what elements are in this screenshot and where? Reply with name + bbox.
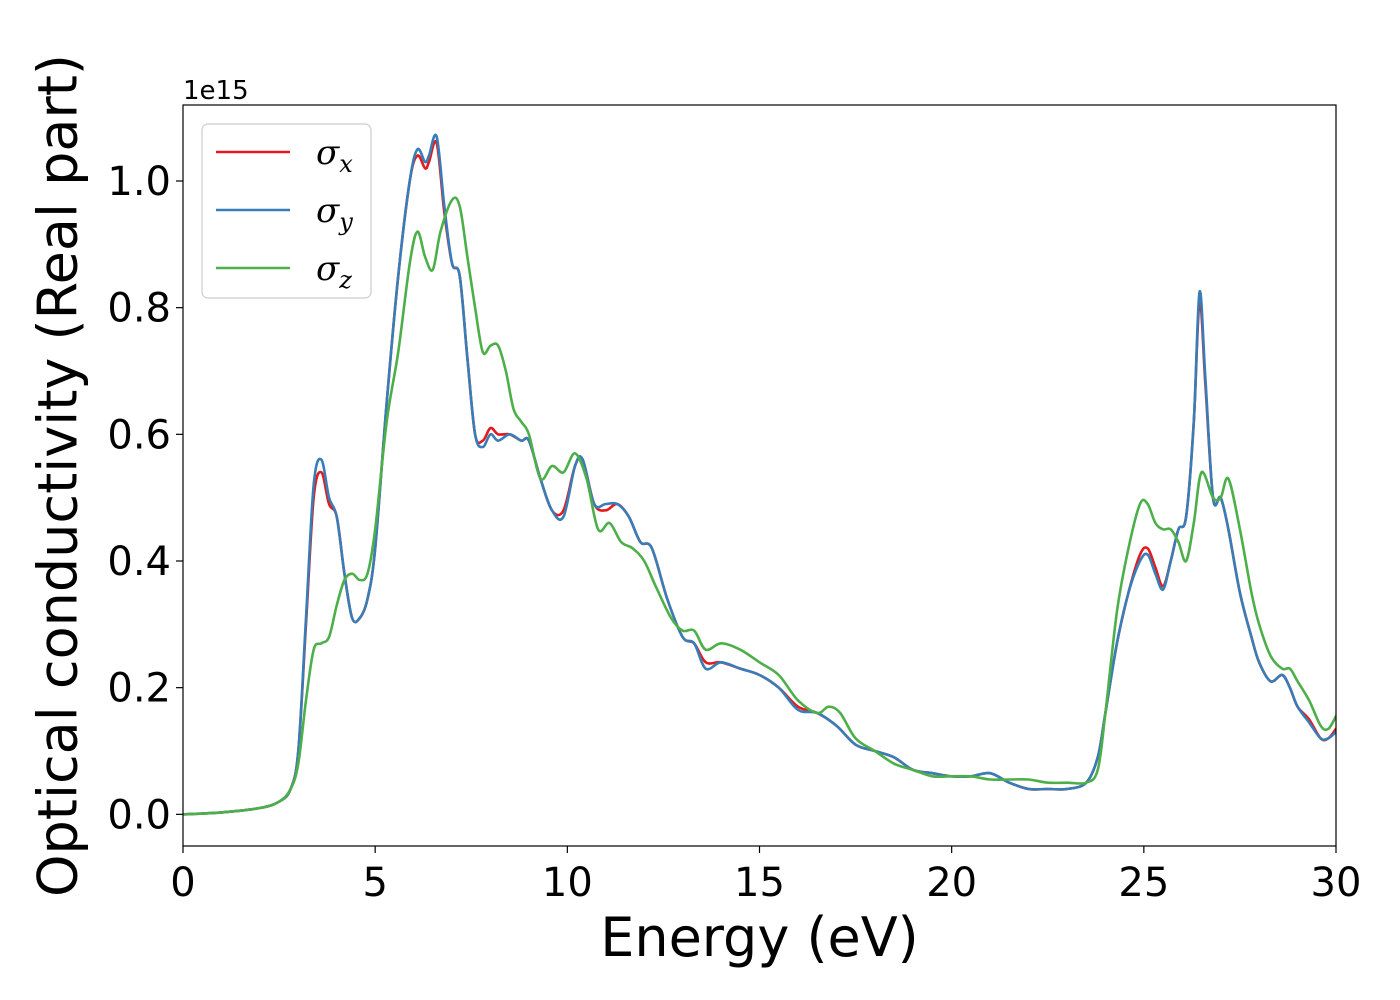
x-tick-label: 5: [362, 860, 387, 906]
series-layer: [183, 133, 1336, 816]
y-axis-offset-label: 1e15: [183, 76, 249, 106]
x-tick-label: 0: [170, 860, 195, 906]
series-line-z: [183, 196, 1336, 816]
y-tick-label: 0.0: [107, 792, 171, 838]
legend-symbol: σ: [316, 133, 340, 173]
legend-label-z: σz: [316, 249, 352, 294]
y-tick-label: 0.2: [107, 666, 171, 712]
y-axis-ticks: 0.0 0.2 0.4 0.6 0.8 1.0: [107, 159, 183, 838]
x-tick-label: 25: [1118, 860, 1169, 906]
y-tick-label: 0.6: [107, 412, 171, 458]
legend-label-x: σx: [316, 133, 353, 178]
y-tick-label: 0.8: [107, 286, 171, 332]
x-tick-label: 15: [734, 860, 785, 906]
legend-subscript: y: [338, 208, 353, 236]
x-tick-label: 30: [1311, 860, 1362, 906]
legend-subscript: x: [339, 150, 353, 178]
legend-subscript: z: [338, 266, 352, 294]
y-tick-label: 1.0: [107, 159, 171, 205]
x-axis-ticks: 0 5 10 15 20 25 30: [170, 846, 1361, 906]
legend-label-y: σy: [316, 191, 353, 236]
legend-symbol: σ: [316, 191, 340, 231]
y-tick-label: 0.4: [107, 539, 171, 585]
x-tick-label: 20: [926, 860, 977, 906]
y-axis-label: Optical conductivity (Real part): [27, 54, 90, 897]
legend-symbol: σ: [316, 249, 340, 289]
x-axis-label: Energy (eV): [600, 906, 919, 969]
x-tick-label: 10: [542, 860, 593, 906]
